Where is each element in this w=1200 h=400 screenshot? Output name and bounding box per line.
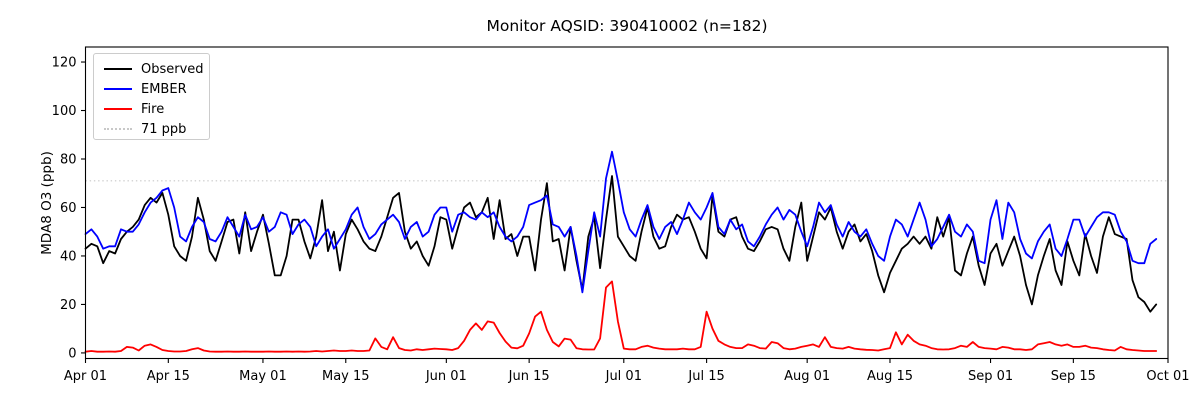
ember-line-swatch xyxy=(104,88,132,90)
legend-label-observed: Observed xyxy=(141,61,204,77)
series-line-ember xyxy=(84,150,1158,294)
y-tick-label: 20 xyxy=(60,298,77,313)
legend-label-ember: EMBER xyxy=(141,81,187,97)
x-tick-label: Jul 01 xyxy=(605,369,642,384)
x-tick-label: Aug 15 xyxy=(867,369,913,384)
x-tick-label: Aug 01 xyxy=(784,369,830,384)
y-tick-label: 40 xyxy=(60,250,77,265)
legend: Observed EMBER Fire 71 ppb xyxy=(93,53,210,140)
x-tick-label: Jun 15 xyxy=(508,369,550,384)
fire-line-swatch xyxy=(104,108,132,110)
y-tick-label: 0 xyxy=(68,347,76,362)
y-tick-label: 100 xyxy=(52,104,77,119)
legend-label-threshold: 71 ppb xyxy=(141,121,187,137)
x-tick-label: Sep 01 xyxy=(968,369,1013,384)
legend-item-threshold: 71 ppb xyxy=(94,119,209,139)
x-tick-label: Oct 01 xyxy=(1146,369,1189,384)
legend-item-observed: Observed xyxy=(94,59,209,79)
chart-title: Monitor AQSID: 390410002 (n=182) xyxy=(486,17,768,35)
x-tick-label: Apr 01 xyxy=(64,369,107,384)
x-tick-label: Jun 01 xyxy=(425,369,467,384)
plot-frame xyxy=(84,46,1169,360)
x-tick-label: Sep 15 xyxy=(1051,369,1096,384)
legend-item-ember: EMBER xyxy=(94,79,209,99)
y-tick-label: 80 xyxy=(60,153,77,168)
legend-item-fire: Fire xyxy=(94,99,209,119)
x-tick-label: Jul 15 xyxy=(687,369,724,384)
y-axis-label: MDA8 O3 (ppb) xyxy=(39,151,55,255)
series-line-fire xyxy=(84,280,1158,353)
x-tick-label: Apr 15 xyxy=(147,369,190,384)
legend-label-fire: Fire xyxy=(141,101,165,117)
y-tick-label: 60 xyxy=(60,201,77,216)
y-tick-label: 120 xyxy=(52,56,77,71)
observed-line-swatch xyxy=(104,68,132,70)
x-tick-label: May 01 xyxy=(239,369,287,384)
x-tick-label: May 15 xyxy=(322,369,370,384)
threshold-line-swatch xyxy=(104,128,132,130)
